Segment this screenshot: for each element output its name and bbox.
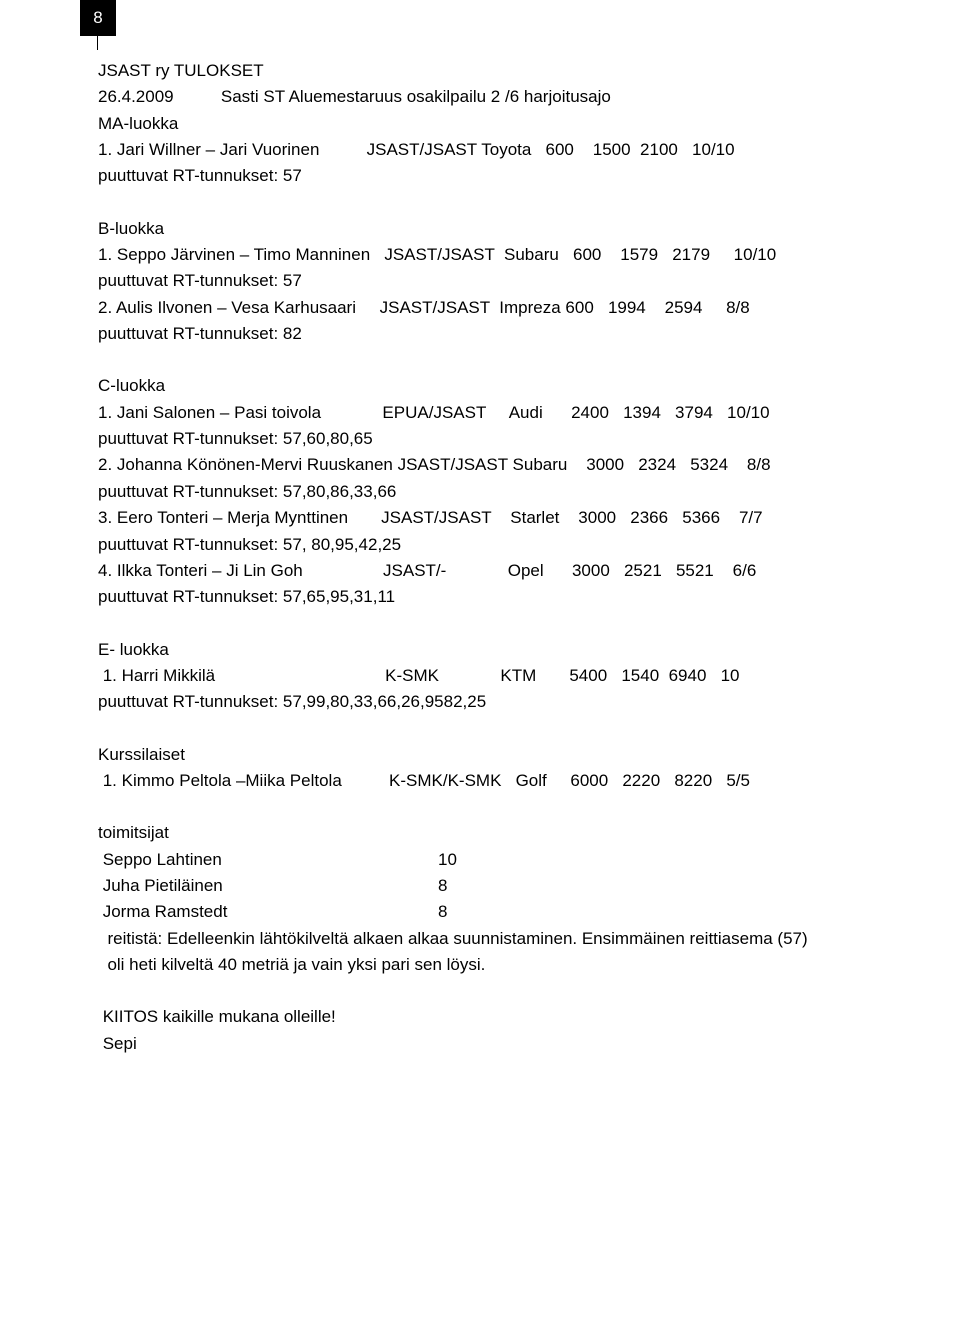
page-number: 8 bbox=[93, 8, 102, 28]
c-entry-4-note: puuttuvat RT-tunnukset: 57,65,95,31,11 bbox=[98, 584, 898, 610]
officials-section: toimitsijat Seppo Lahtinen10 Juha Pietil… bbox=[98, 820, 898, 925]
page-number-box: 8 bbox=[80, 0, 116, 36]
class-kurssi-section: Kurssilaiset 1. Kimmo Peltola –Miika Pel… bbox=[98, 742, 898, 795]
official-1-score: 10 bbox=[438, 847, 457, 873]
class-b-name: B-luokka bbox=[98, 216, 898, 242]
kurssi-entry-1: 1. Kimmo Peltola –Miika Peltola K-SMK/K-… bbox=[98, 768, 898, 794]
event-date: 26.4.2009 bbox=[98, 84, 174, 110]
route-note-1: reitistä: Edelleenkin lähtökilveltä alka… bbox=[98, 926, 898, 952]
event-line: 26.4.2009 Sasti ST Aluemestaruus osakilp… bbox=[98, 84, 898, 110]
official-3-name: Jorma Ramstedt bbox=[98, 899, 438, 925]
header-section: JSAST ry TULOKSET 26.4.2009 Sasti ST Alu… bbox=[98, 58, 898, 190]
officials-title: toimitsijat bbox=[98, 820, 898, 846]
c-entry-2: 2. Johanna Könönen-Mervi Ruuskanen JSAST… bbox=[98, 452, 898, 478]
c-entry-3: 3. Eero Tonteri – Merja Mynttinen JSAST/… bbox=[98, 505, 898, 531]
b-entry-2: 2. Aulis Ilvonen – Vesa Karhusaari JSAST… bbox=[98, 295, 898, 321]
c-entry-4: 4. Ilkka Tonteri – Ji Lin Goh JSAST/- Op… bbox=[98, 558, 898, 584]
official-2: Juha Pietiläinen8 bbox=[98, 873, 898, 899]
official-2-score: 8 bbox=[438, 873, 447, 899]
route-note-section: reitistä: Edelleenkin lähtökilveltä alka… bbox=[98, 926, 898, 979]
c-entry-1: 1. Jani Salonen – Pasi toivola EPUA/JSAS… bbox=[98, 400, 898, 426]
side-mark bbox=[97, 36, 98, 50]
c-entry-3-note: puuttuvat RT-tunnukset: 57, 80,95,42,25 bbox=[98, 532, 898, 558]
class-c-name: C-luokka bbox=[98, 373, 898, 399]
route-note-2: oli heti kilveltä 40 metriä ja vain yksi… bbox=[98, 952, 898, 978]
spacer bbox=[174, 84, 221, 110]
class-e-section: E- luokka 1. Harri Mikkilä K-SMK KTM 540… bbox=[98, 637, 898, 716]
class-e-name: E- luokka bbox=[98, 637, 898, 663]
official-3: Jorma Ramstedt8 bbox=[98, 899, 898, 925]
official-1: Seppo Lahtinen10 bbox=[98, 847, 898, 873]
c-entry-2-note: puuttuvat RT-tunnukset: 57,80,86,33,66 bbox=[98, 479, 898, 505]
sign-line: Sepi bbox=[98, 1031, 898, 1057]
official-2-name: Juha Pietiläinen bbox=[98, 873, 438, 899]
class-kurssi-name: Kurssilaiset bbox=[98, 742, 898, 768]
e-entry-1-note: puuttuvat RT-tunnukset: 57,99,80,33,66,2… bbox=[98, 689, 898, 715]
thanks-line: KIITOS kaikille mukana olleille! bbox=[98, 1004, 898, 1030]
b-entry-2-note: puuttuvat RT-tunnukset: 82 bbox=[98, 321, 898, 347]
doc-title: JSAST ry TULOKSET bbox=[98, 58, 898, 84]
official-3-score: 8 bbox=[438, 899, 447, 925]
ma-entry-1-note: puuttuvat RT-tunnukset: 57 bbox=[98, 163, 898, 189]
e-entry-1: 1. Harri Mikkilä K-SMK KTM 5400 1540 694… bbox=[98, 663, 898, 689]
class-b-section: B-luokka 1. Seppo Järvinen – Timo Mannin… bbox=[98, 216, 898, 348]
c-entry-1-note: puuttuvat RT-tunnukset: 57,60,80,65 bbox=[98, 426, 898, 452]
b-entry-1-note: puuttuvat RT-tunnukset: 57 bbox=[98, 268, 898, 294]
class-c-section: C-luokka 1. Jani Salonen – Pasi toivola … bbox=[98, 373, 898, 610]
ma-entry-1: 1. Jari Willner – Jari Vuorinen JSAST/JS… bbox=[98, 137, 898, 163]
event-name: Sasti ST Aluemestaruus osakilpailu 2 /6 … bbox=[221, 84, 611, 110]
b-entry-1: 1. Seppo Järvinen – Timo Manninen JSAST/… bbox=[98, 242, 898, 268]
class-ma-name: MA-luokka bbox=[98, 111, 898, 137]
document-content: JSAST ry TULOKSET 26.4.2009 Sasti ST Alu… bbox=[98, 58, 898, 1057]
official-1-name: Seppo Lahtinen bbox=[98, 847, 438, 873]
